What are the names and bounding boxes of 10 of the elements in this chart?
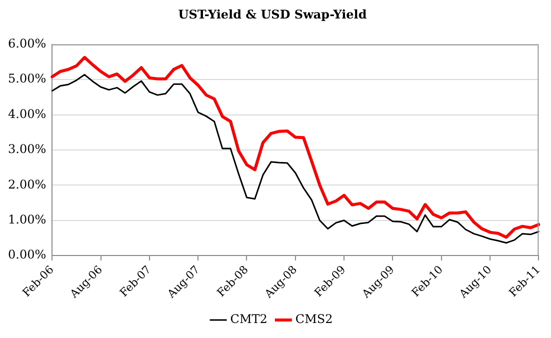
y-tick-label: 5.00% <box>8 72 46 86</box>
y-tick-label: 4.00% <box>8 106 46 121</box>
y-tick-label: 3.00% <box>8 142 46 156</box>
chart-title: UST-Yield & USD Swap-Yield <box>178 7 368 22</box>
y-tick-label: 0.00% <box>8 248 46 262</box>
legend-label: CMS2 <box>295 312 333 326</box>
y-tick-label: 2.00% <box>8 177 46 192</box>
y-tick-label: 1.00% <box>8 212 46 226</box>
legend-label: CMT2 <box>230 312 268 326</box>
y-tick-label: 6.00% <box>8 36 46 51</box>
